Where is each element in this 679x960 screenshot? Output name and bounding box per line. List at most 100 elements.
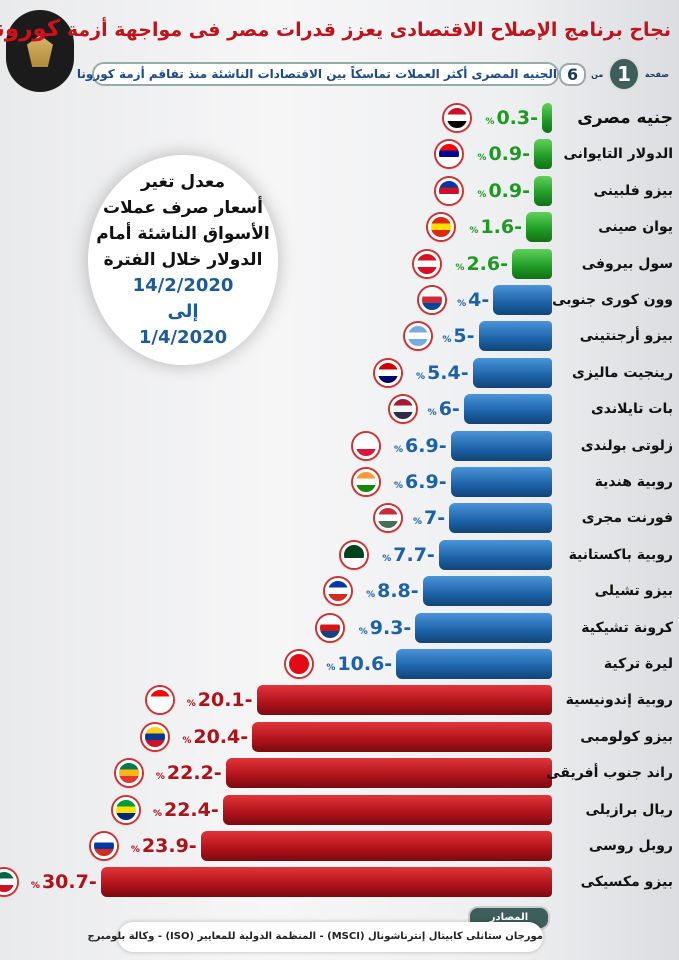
value-number: 6.9- [405, 471, 447, 493]
value-number: 5- [453, 325, 475, 348]
bar [225, 758, 552, 789]
percent-sign: % [394, 481, 404, 491]
chart-row: روبل روسى% 23.9- [0, 828, 679, 864]
bar [463, 394, 552, 425]
flag-icon [352, 469, 379, 495]
page-title: نجاح برنامج الإصلاح الاقتصادى يعزز قدرات… [0, 16, 671, 42]
value-number: 22.4- [163, 798, 219, 821]
value-label: % 0.9- [477, 136, 530, 172]
value-label: % 5- [442, 318, 474, 354]
flag-icon [112, 796, 139, 823]
chart-row: بيزو مكسيكى% 30.7- [0, 864, 679, 900]
value-label: % 6.9- [394, 428, 447, 464]
bar [534, 139, 552, 170]
bar [252, 721, 552, 752]
percent-sign: % [394, 444, 404, 455]
flag-icon [142, 723, 169, 750]
bar [534, 175, 552, 206]
category-label: ريال برازيلى [585, 801, 673, 818]
value-number: 22.2- [166, 762, 222, 785]
percent-sign: % [455, 262, 465, 273]
flag-icon [324, 578, 351, 605]
caption-line: أسعار صرف عملات [103, 198, 263, 218]
bar [222, 794, 552, 825]
percent-sign: % [416, 371, 426, 382]
value-label: % 4- [457, 282, 489, 318]
value-label: % 20.1- [187, 682, 253, 718]
flag-icon [90, 833, 117, 859]
value-label: % 7.7- [382, 537, 435, 573]
page-of: من [591, 69, 604, 79]
subtitle: الجنيه المصرى أكثر العملات تماسكاً بين ا… [77, 62, 559, 86]
date-to: 1/4/2020 [138, 327, 228, 348]
category-label: روبية إندونيسية [565, 692, 673, 709]
category-label: يوان صينى [598, 219, 673, 236]
category-label: ليرة تركية [603, 656, 673, 672]
flag-icon [414, 250, 440, 277]
flag-icon [428, 214, 454, 241]
category-label: سول بيروفى [581, 255, 673, 272]
value-label: % 7- [413, 500, 445, 536]
category-label: جنيه مصرى [577, 108, 673, 128]
percent-sign: % [469, 226, 479, 237]
value-number: 7.7- [393, 543, 435, 566]
chart-row: بيزو تشيلى% 8.8- [0, 573, 679, 609]
category-label: فورنت مجرى [581, 510, 673, 527]
chart-row: روبية إندونيسية % 20.1- [0, 682, 679, 718]
bar [256, 685, 552, 716]
value-number: 7- [424, 507, 446, 530]
page-indicator: صفحة 1 من 6 [559, 57, 669, 91]
chart-row: بيزو أرجنتينى% 5- [0, 318, 679, 354]
category-label: بيزو كولومبى [580, 728, 673, 745]
value-number: 4- [468, 289, 490, 311]
flag-icon [317, 614, 344, 641]
percent-sign: % [485, 117, 495, 127]
value-number: 2.6- [466, 252, 508, 275]
percent-sign: % [382, 553, 392, 564]
percent-sign: % [326, 663, 336, 673]
chart-row: جنيه مصرى% 0.3- [0, 100, 679, 136]
chart-row: الدولار التايوانى % 0.9- [0, 136, 679, 172]
caption-line: معدل تغير [140, 172, 226, 192]
category-label: وون كورى جنوبى [552, 292, 673, 308]
value-label: % 5.4- [416, 355, 469, 391]
percent-sign: % [457, 299, 467, 309]
bar [478, 321, 552, 352]
category-label: بيزو فلبينى [593, 182, 673, 199]
chart-row: رينجيت ماليزى% 5.4- [0, 355, 679, 391]
percent-sign: % [152, 808, 162, 819]
bar [450, 430, 552, 461]
page-total: 6 [559, 62, 587, 86]
value-label: % 22.2- [156, 755, 222, 791]
percent-sign: % [182, 735, 192, 746]
chart-row: وون كورى جنوبى% 4- [0, 282, 679, 318]
value-number: 6.9- [405, 434, 447, 457]
flag-icon [436, 177, 462, 204]
bar [438, 539, 552, 570]
category-label: بات تايلاندى [590, 401, 673, 418]
bar [422, 576, 552, 607]
chart-row: زلوتى بولندى% 6.9- [0, 428, 679, 464]
flag-icon [0, 869, 17, 896]
bar [449, 503, 552, 534]
flag-icon [436, 141, 462, 168]
value-number: 1.6- [480, 216, 522, 239]
value-number: 6- [438, 398, 460, 421]
chart-row: راند جنوب أفريقى% 22.2- [0, 755, 679, 791]
flag-icon [146, 687, 173, 714]
percent-sign: % [186, 699, 196, 710]
value-label: % 0.9- [477, 173, 530, 209]
bar [493, 285, 552, 315]
category-label: كرونة تشيكية [581, 619, 673, 636]
value-label: % 20.4- [182, 719, 248, 755]
chart-row: روبية باكستانية% 7.7- [0, 537, 679, 573]
percent-sign: % [130, 845, 140, 855]
date-to-prefix: إلى [167, 301, 199, 322]
value-label: % 30.7- [31, 864, 97, 900]
value-number: 10.6- [337, 653, 393, 675]
percent-sign: % [155, 772, 165, 783]
value-label: % 8.8- [366, 573, 419, 609]
chart-row: بيزو كولومبى % 20.4- [0, 719, 679, 755]
category-label: الدولار التايوانى [563, 146, 673, 163]
bar [542, 103, 552, 133]
